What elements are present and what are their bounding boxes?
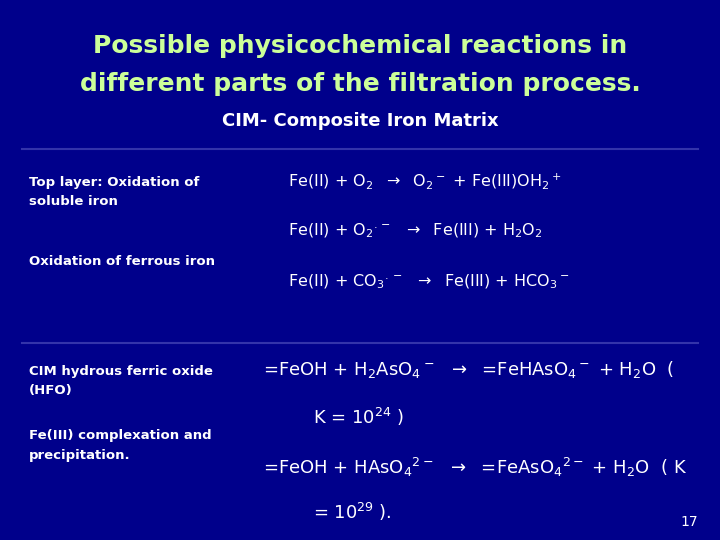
Text: =FeOH + HAsO$_4$$^{2-}$  $\rightarrow$  =FeAsO$_4$$^{2-}$ + H$_2$O  ( K: =FeOH + HAsO$_4$$^{2-}$ $\rightarrow$ =F… — [263, 456, 687, 478]
Text: Fe(II) + O$_2$  $\rightarrow$  O$_2$$^-$ + Fe(III)OH$_2$$^+$: Fe(II) + O$_2$ $\rightarrow$ O$_2$$^-$ +… — [288, 171, 562, 191]
Text: Top layer: Oxidation of
soluble iron: Top layer: Oxidation of soluble iron — [29, 176, 199, 208]
Text: Fe(II) + CO$_3$$^{.-}$  $\rightarrow$  Fe(III) + HCO$_3$$^-$: Fe(II) + CO$_3$$^{.-}$ $\rightarrow$ Fe(… — [288, 272, 570, 291]
Text: different parts of the filtration process.: different parts of the filtration proces… — [80, 72, 640, 96]
Text: Oxidation of ferrous iron: Oxidation of ferrous iron — [29, 255, 215, 268]
Text: Fe(III) complexation and
precipitation.: Fe(III) complexation and precipitation. — [29, 429, 212, 462]
Text: 17: 17 — [681, 515, 698, 529]
Text: K = 10$^{24}$ ): K = 10$^{24}$ ) — [313, 406, 405, 428]
Text: =FeOH + H$_2$AsO$_4$$^-$  $\rightarrow$  =FeHAsO$_4$$^-$ + H$_2$O  (: =FeOH + H$_2$AsO$_4$$^-$ $\rightarrow$ =… — [263, 360, 674, 380]
Text: = 10$^{29}$ ).: = 10$^{29}$ ). — [313, 501, 392, 523]
Text: Possible physicochemical reactions in: Possible physicochemical reactions in — [93, 34, 627, 58]
Text: CIM- Composite Iron Matrix: CIM- Composite Iron Matrix — [222, 112, 498, 131]
Text: Fe(II) + O$_2$$^{.-}$  $\rightarrow$  Fe(III) + H$_2$O$_2$: Fe(II) + O$_2$$^{.-}$ $\rightarrow$ Fe(I… — [288, 222, 543, 240]
Text: CIM hydrous ferric oxide
(HFO): CIM hydrous ferric oxide (HFO) — [29, 364, 212, 397]
